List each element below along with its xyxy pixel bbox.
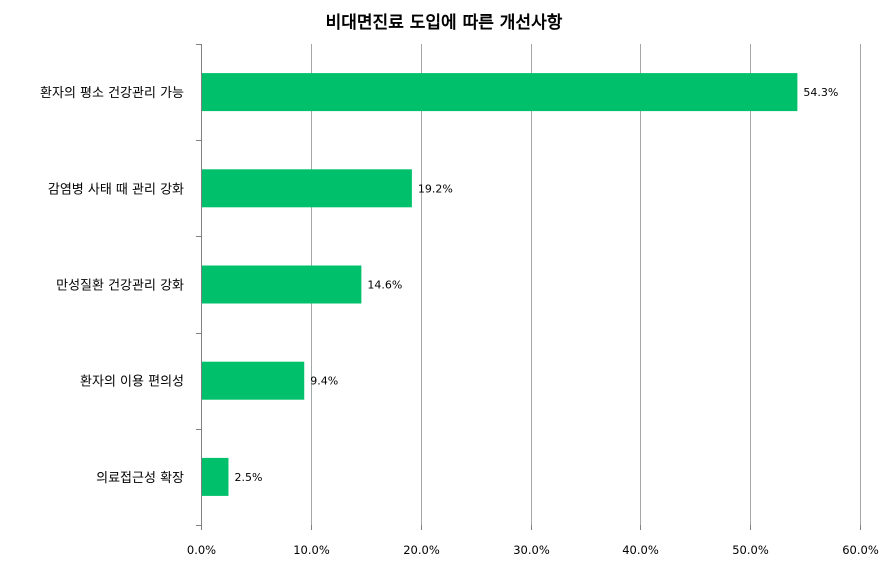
category-label: 의료접근성 확장	[96, 471, 184, 486]
bar	[202, 265, 362, 304]
x-tick-label: 0.0%	[187, 543, 216, 557]
x-tick-label: 30.0%	[513, 543, 550, 557]
x-tick-label: 20.0%	[403, 543, 440, 557]
bar	[202, 169, 412, 208]
chart-title: 비대면진료 도입에 따른 개선사항	[326, 12, 563, 33]
gridlines	[311, 44, 861, 525]
bar	[202, 457, 229, 496]
data-label: 54.3%	[803, 86, 838, 99]
category-label: 환자의 이용 편의성	[80, 375, 184, 390]
labels: 0.0% 10.0% 20.0% 30.0% 40.0% 50.0% 60.0% 환자의 평소…	[40, 86, 879, 557]
category-label: 만성질환 건강관리 강화	[56, 279, 184, 294]
data-label: 19.2%	[418, 182, 453, 195]
bar	[202, 361, 305, 400]
axes	[196, 44, 861, 530]
data-label: 14.6%	[367, 279, 402, 292]
bar	[202, 73, 798, 112]
category-label: 감염병 사태 때 관리 강화	[48, 182, 184, 197]
x-tick-label: 60.0%	[842, 543, 879, 557]
x-tick-label: 50.0%	[732, 543, 769, 557]
x-tick-label: 10.0%	[293, 543, 330, 557]
data-label: 2.5%	[234, 471, 262, 484]
category-label: 환자의 평소 건강관리 가능	[40, 86, 184, 101]
x-tick-label: 40.0%	[622, 543, 659, 557]
data-label: 9.4%	[310, 375, 338, 388]
bars	[202, 73, 798, 496]
